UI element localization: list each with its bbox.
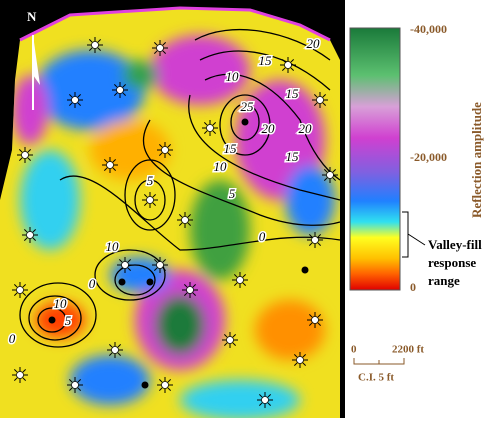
contour-label: 15: [286, 86, 300, 101]
well-symbol: [322, 167, 338, 183]
dry-well: [241, 118, 249, 126]
well-symbol: [152, 257, 168, 273]
well-symbol: [67, 92, 83, 108]
well-symbol: [112, 82, 128, 98]
well-symbol: [12, 367, 28, 383]
well-symbol: [257, 392, 273, 408]
well-symbol: [312, 92, 328, 108]
contour-label: 5: [229, 186, 236, 201]
well-symbol: [67, 377, 83, 393]
contour-label: 15: [286, 149, 300, 164]
survey-edge: [19, 6, 331, 42]
color-bar: [349, 27, 401, 291]
contour-label: 0: [89, 276, 96, 291]
scale-start: 0: [351, 344, 357, 356]
well-symbol: [152, 40, 168, 56]
well-symbol: [182, 282, 198, 298]
well-symbol: [117, 257, 133, 273]
scale-end: 2200 ft: [392, 344, 424, 356]
scale-interval: C.I. 5 ft: [358, 372, 394, 384]
legend-title: Reflection amplitude: [469, 102, 484, 218]
well-symbol: [307, 232, 323, 248]
well-symbol: [22, 227, 38, 243]
contour-label: 25: [241, 99, 255, 114]
contour-label: 10: [226, 69, 240, 84]
well-symbol: [177, 212, 193, 228]
contour-label: 20: [307, 36, 321, 51]
legend-tick: -40,000: [410, 22, 447, 36]
well-symbol: [222, 332, 238, 348]
dry-well: [301, 266, 309, 274]
legend-tick: -20,000: [410, 150, 447, 164]
well-symbol: [280, 57, 296, 73]
well-symbol: [292, 352, 308, 368]
contour-label: 20: [299, 121, 313, 136]
well-symbol: [232, 272, 248, 288]
range-bracket: [402, 211, 426, 258]
well-symbol: [102, 157, 118, 173]
contour-label: 10: [54, 296, 68, 311]
contour-label: 15: [259, 53, 273, 68]
range-note: Valley-fill: [428, 237, 482, 252]
north-label: N: [27, 9, 37, 24]
contour-label: 20: [262, 121, 276, 136]
range-note: response: [428, 255, 476, 270]
contour-label: 10: [214, 159, 228, 174]
legend-tick: 0: [410, 280, 416, 294]
well-symbol: [142, 192, 158, 208]
well-symbol: [107, 342, 123, 358]
dry-well: [118, 278, 126, 286]
north-arrow: N: [27, 9, 40, 110]
contour-label: 5: [147, 173, 154, 188]
range-note: range: [428, 273, 460, 288]
dry-well: [141, 381, 149, 389]
contour-label: 10: [106, 239, 120, 254]
well-symbol: [202, 120, 218, 136]
contour-label: 15: [224, 141, 238, 156]
well-symbol: [157, 142, 173, 158]
well-symbol: [17, 147, 33, 163]
well-symbol: [157, 377, 173, 393]
well-symbol: [307, 312, 323, 328]
well-symbol: [87, 37, 103, 53]
amplitude-raster: [0, 8, 340, 418]
contour-label: 0: [9, 331, 16, 346]
contours: [19, 29, 341, 348]
scale-bar: [353, 358, 405, 365]
dry-well: [48, 316, 56, 324]
well-symbol: [12, 282, 28, 298]
dry-well: [146, 278, 154, 286]
contour-label: 0: [259, 229, 266, 244]
contour-label: 5: [65, 313, 72, 328]
